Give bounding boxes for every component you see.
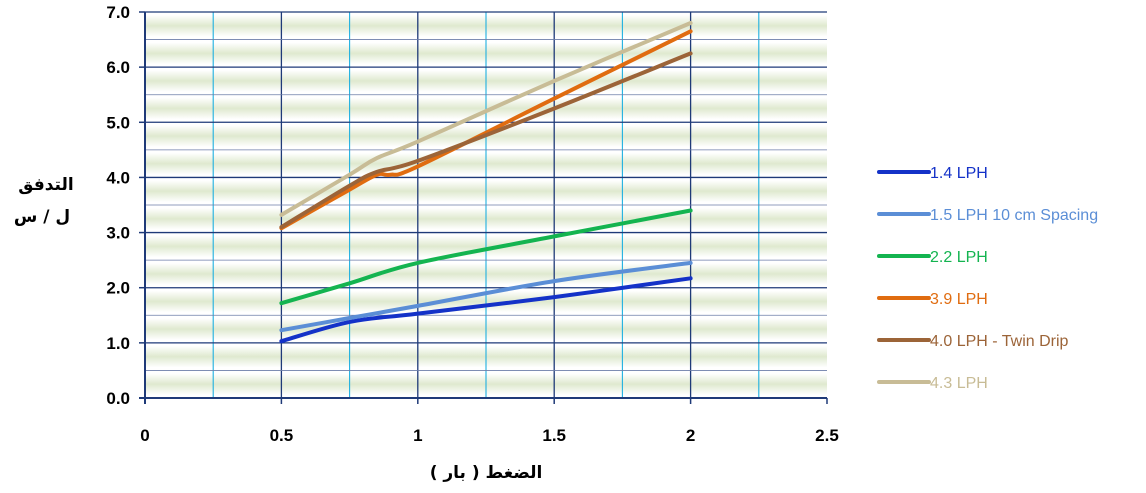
y-axis-title-line2: ل / س	[14, 207, 70, 227]
legend: 1.4 LPH 1.5 LPH 10 cm Spacing 2.2 LPH 3.9 L…	[877, 165, 1098, 392]
legend-label: 1.4 LPH	[930, 165, 988, 182]
x-tick-label: 1.5	[542, 426, 566, 445]
x-tick-label: 1	[413, 426, 422, 445]
legend-label: 4.3 LPH	[930, 375, 988, 392]
y-tick-label: 5.0	[106, 113, 130, 132]
series-lines	[279, 21, 693, 344]
legend-label: 2.2 LPH	[930, 249, 988, 266]
legend-label: 4.0 LPH - Twin Drip	[930, 333, 1069, 350]
legend-label: 1.5 LPH 10 cm Spacing	[930, 207, 1098, 224]
series-line	[279, 29, 693, 231]
series-line	[279, 51, 693, 230]
legend-label: 3.9 LPH	[930, 291, 988, 308]
x-tick-label: 0	[140, 426, 149, 445]
y-tick-label: 6.0	[106, 58, 130, 77]
series-line	[279, 21, 693, 217]
x-axis-title: الضغط ( بار )	[430, 463, 543, 483]
y-tick-label: 0.0	[106, 389, 130, 408]
x-tick-label: 0.5	[270, 426, 294, 445]
y-tick-labels: 0.0 1.0 2.0 3.0 4.0 5.0 6.0 7.0	[106, 3, 130, 408]
y-tick-label: 1.0	[106, 334, 130, 353]
x-tick-label: 2.5	[815, 426, 839, 445]
y-tick-label: 2.0	[106, 279, 130, 298]
y-tick-label: 7.0	[106, 3, 130, 22]
y-tick-label: 3.0	[106, 224, 130, 243]
x-tick-label: 2	[686, 426, 695, 445]
axes	[139, 11, 828, 404]
series-line	[279, 276, 693, 344]
y-tick-label: 4.0	[106, 168, 130, 187]
horizontal-gridlines	[145, 11, 827, 371]
series-line	[279, 260, 693, 333]
y-axis-title-line1: التدفق	[18, 175, 73, 195]
x-tick-labels: 0 0.5 1 1.5 2 2.5	[140, 426, 839, 445]
series-line	[279, 208, 693, 306]
